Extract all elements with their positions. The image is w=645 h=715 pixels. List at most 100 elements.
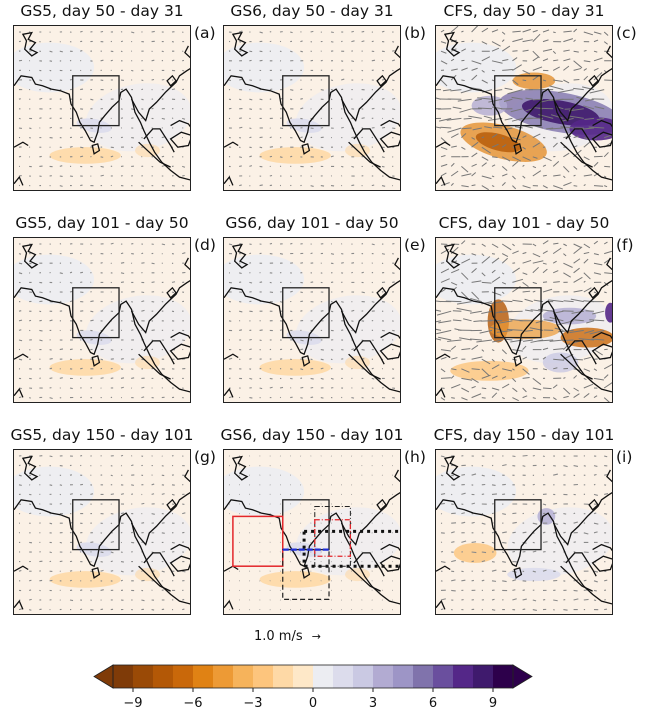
wind-vector <box>563 253 567 257</box>
wind-vector <box>481 156 489 161</box>
wind-vector <box>351 184 355 187</box>
wind-vector <box>532 454 535 457</box>
wind-vector <box>100 262 103 264</box>
map-e <box>224 242 400 399</box>
wind-vector <box>461 348 471 351</box>
wind-vector <box>593 368 598 371</box>
wind-vector <box>249 348 252 351</box>
colorbar-extend-low <box>93 664 114 689</box>
wind-vector <box>381 30 385 33</box>
wind-vector <box>532 170 542 177</box>
wind-vector <box>510 108 523 113</box>
wind-vector <box>161 164 165 167</box>
wind-vector <box>182 608 185 611</box>
wind-vector <box>440 465 446 468</box>
wind-vector <box>259 387 263 390</box>
wind-vector <box>471 551 477 554</box>
coastline <box>394 257 400 271</box>
wind-vector <box>491 175 495 178</box>
wind-vector <box>461 368 470 373</box>
wind-vector <box>182 252 186 255</box>
wind-vector <box>525 97 533 100</box>
coastline <box>348 353 381 380</box>
wind-vector <box>532 56 540 62</box>
coastline <box>436 141 451 148</box>
wind-vector <box>570 298 584 303</box>
colorbar-bin <box>333 665 354 688</box>
wind-vector <box>461 521 466 524</box>
coastline <box>14 141 29 148</box>
wind-vector <box>351 348 355 351</box>
vector-key-text: 1.0 m/s <box>254 629 303 644</box>
wind-vector <box>502 173 508 177</box>
wind-vector <box>436 310 452 316</box>
wind-vector <box>49 50 53 53</box>
wind-vector <box>504 338 513 341</box>
coastline <box>588 74 599 87</box>
wind-vector <box>440 502 445 505</box>
wind-vector <box>59 348 64 351</box>
wind-vector <box>392 108 396 111</box>
wind-vector <box>29 127 32 130</box>
coastline <box>443 31 461 57</box>
wind-vector <box>461 272 469 280</box>
wind-vector <box>563 531 566 534</box>
wind-vector <box>491 598 495 601</box>
wind-vector <box>259 339 262 342</box>
coastline <box>91 355 101 367</box>
panel-label-d: (d) <box>194 236 216 254</box>
coastline <box>340 279 400 334</box>
wind-vector <box>522 164 525 167</box>
wind-vector <box>593 185 604 187</box>
wind-vector <box>269 242 273 245</box>
coastline <box>14 287 190 393</box>
wind-vector <box>300 107 304 110</box>
wind-vector <box>491 269 496 274</box>
wind-vector <box>171 541 175 544</box>
wind-vector <box>290 50 293 53</box>
wind-vector <box>438 336 452 341</box>
wind-vector <box>440 278 450 283</box>
wind-vector <box>151 513 155 515</box>
wind-vector <box>120 512 125 515</box>
coastline <box>184 45 190 59</box>
coastline <box>565 552 597 577</box>
wind-vector <box>563 166 570 173</box>
wind-vector <box>110 59 113 62</box>
wind-vector <box>341 126 344 129</box>
wind-vector <box>151 483 155 486</box>
coastline <box>14 499 190 605</box>
wind-vector <box>249 377 253 380</box>
map-panel-a <box>13 25 191 191</box>
wind-vector <box>583 356 591 360</box>
wind-vector <box>436 338 442 341</box>
wind-vector <box>573 246 583 254</box>
coastline <box>513 143 523 155</box>
wind-vector <box>341 78 345 81</box>
coastline <box>552 67 612 122</box>
wind-vector <box>481 522 486 525</box>
wind-vector <box>573 289 583 293</box>
wind-vector <box>491 243 499 249</box>
wind-vector <box>456 301 472 305</box>
wind-vector <box>310 185 314 187</box>
wind-vector <box>582 86 595 91</box>
wind-vector <box>300 397 303 399</box>
wind-vector <box>502 513 507 516</box>
wind-vector <box>446 117 462 121</box>
coastline <box>14 599 24 610</box>
wind-vector <box>440 397 446 401</box>
wind-vector <box>471 152 478 158</box>
wind-vector <box>182 598 185 601</box>
wind-vector <box>573 465 579 467</box>
wind-vector <box>603 31 609 36</box>
wind-vector <box>512 185 517 190</box>
wind-vector <box>494 89 503 92</box>
wind-vector <box>371 184 375 187</box>
wind-vector <box>603 363 612 370</box>
wind-vector <box>522 252 527 255</box>
shade-light-purple <box>507 507 612 576</box>
wind-vector <box>504 117 513 121</box>
coastline <box>138 565 171 592</box>
wind-vector <box>479 329 493 334</box>
